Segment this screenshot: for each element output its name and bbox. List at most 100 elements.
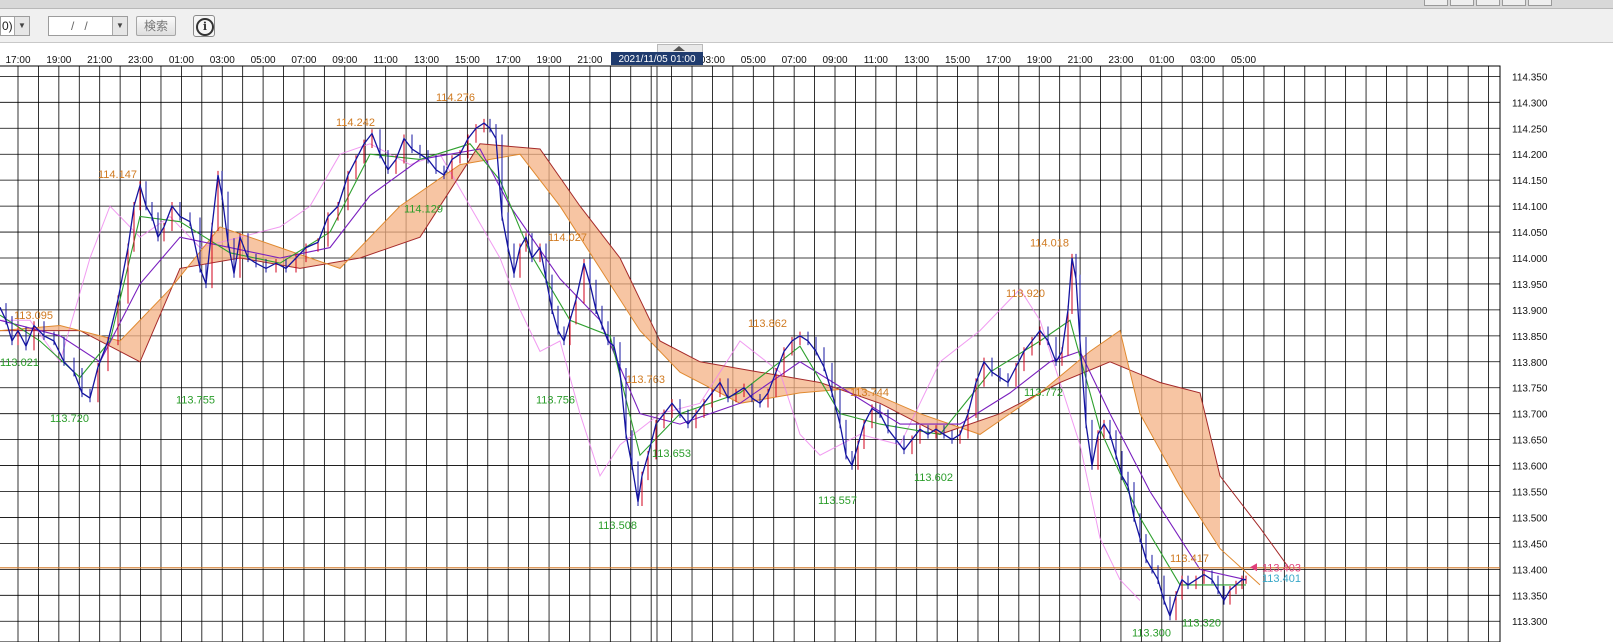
y-tick-label: 113.550 (1512, 488, 1548, 499)
x-tick-label: 19:00 (537, 55, 562, 66)
y-tick-label: 114.250 (1512, 124, 1548, 135)
price-line (0, 122, 1246, 619)
x-tick-label: 17:00 (496, 55, 521, 66)
annotation-high: 114.027 (548, 232, 587, 244)
annotation-low: 113.557 (818, 495, 857, 507)
x-tick-label: 13:00 (904, 55, 929, 66)
x-tick-label: 01:00 (169, 55, 194, 66)
y-tick-label: 113.350 (1512, 591, 1548, 602)
x-tick-label: 03:00 (700, 55, 725, 66)
y-tick-label: 114.200 (1512, 150, 1548, 161)
plot-frame (0, 65, 1501, 642)
annotation-last: 113.401 (1262, 573, 1301, 585)
y-tick-label: 113.700 (1512, 410, 1548, 421)
chevron-down-icon[interactable]: ▼ (14, 17, 29, 35)
annotation-low: 113.756 (536, 395, 575, 407)
annotation-low: 113.755 (176, 395, 215, 407)
chevron-up-icon (673, 46, 685, 51)
date-picker[interactable]: / / ▼ (48, 16, 128, 36)
y-tick-label: 113.800 (1512, 358, 1548, 369)
chikou-span-line (0, 143, 1141, 601)
annotation-high: 113.095 (14, 310, 53, 322)
crosshair-label: 2021/11/05 01:00 (618, 54, 696, 65)
y-tick-label: 114.300 (1512, 98, 1548, 109)
crosshair-label-bg (611, 52, 703, 65)
chart-grid (0, 65, 1501, 642)
annotation-last-marker: 113.403 (1262, 562, 1301, 574)
y-tick-label: 114.000 (1512, 254, 1548, 265)
annotation-low: 113.021 (0, 357, 39, 369)
x-tick-label: 05:00 (741, 55, 766, 66)
x-tick-label: 11:00 (374, 55, 399, 66)
annotation-low: 113.508 (598, 520, 637, 532)
y-tick-label: 113.600 (1512, 462, 1548, 473)
toolbar: 0) ▼ / / ▼ 検索 i (0, 9, 1613, 43)
x-tick-label: 11:00 (864, 55, 889, 66)
annotation-low: 113.720 (50, 413, 89, 425)
x-tick-label: 21:00 (1068, 55, 1093, 66)
x-tick-label: 01:00 (1149, 55, 1174, 66)
collapse-handle[interactable] (657, 44, 703, 53)
y-tick-label: 113.300 (1512, 617, 1548, 628)
y-tick-label: 113.950 (1512, 280, 1548, 291)
window-maximize-button[interactable] (1502, 0, 1526, 6)
annotation-low: 113.772 (1024, 387, 1063, 399)
annotation-low: 113.653 (652, 448, 691, 460)
annotation-high: 113.417 (1170, 553, 1209, 565)
y-tick-label: 114.350 (1512, 72, 1548, 83)
x-tick-label: 05:00 (251, 55, 276, 66)
y-tick-label: 113.400 (1512, 565, 1548, 576)
x-tick-label: 15:00 (455, 55, 480, 66)
date-picker-value: / / (71, 19, 88, 33)
annotation-high: 114.018 (1030, 237, 1069, 249)
y-tick-label: 113.850 (1512, 332, 1548, 343)
annotation-low: 113.300 (1132, 628, 1171, 640)
y-tick-label: 113.750 (1512, 384, 1548, 395)
annotation-high: 113.862 (748, 318, 787, 330)
y-tick-label: 113.650 (1512, 436, 1548, 447)
period-select[interactable]: 0) ▼ (0, 16, 30, 36)
x-tick-label: 09:00 (822, 55, 847, 66)
annotation-high: 113.920 (1006, 288, 1045, 300)
window-minimize-button[interactable] (1424, 0, 1448, 6)
window-close-button[interactable] (1528, 0, 1552, 6)
annotation-high: 114.147 (98, 169, 137, 181)
chevron-down-icon[interactable]: ▼ (112, 17, 127, 35)
annotation-high: 114.276 (436, 92, 475, 104)
x-tick-label: 17:00 (986, 55, 1011, 66)
window-top-strip (0, 0, 1613, 9)
x-tick-label: 15:00 (945, 55, 970, 66)
y-tick-label: 114.050 (1512, 228, 1548, 239)
x-tick-label: 19:00 (1027, 55, 1052, 66)
info-button[interactable]: i (193, 15, 215, 37)
window-restore-button[interactable] (1450, 0, 1474, 6)
period-select-value: 0) (2, 19, 13, 33)
y-tick-label: 114.150 (1512, 176, 1548, 187)
x-tick-label: 23:00 (1108, 55, 1133, 66)
senkou-span-a-line (0, 153, 1261, 586)
y-tick-label: 114.100 (1512, 202, 1548, 213)
x-tick-label: 23:00 (128, 55, 153, 66)
price-bars (0, 118, 1247, 621)
x-tick-label: 07:00 (291, 55, 316, 66)
window-tile-button[interactable] (1476, 0, 1500, 6)
kijun-sen-line (0, 148, 1247, 581)
x-tick-label: 21:00 (577, 55, 602, 66)
y-tick-label: 113.900 (1512, 306, 1548, 317)
y-tick-label: 113.450 (1512, 539, 1548, 550)
annotation-low: 113.602 (914, 472, 953, 484)
info-icon: i (196, 18, 214, 36)
annotation-high: 113.744 (850, 387, 889, 399)
x-tick-label: 05:00 (1231, 55, 1256, 66)
crosshair: 2021/11/05 01:00 (611, 52, 703, 642)
annotation-low: 113.320 (1182, 617, 1221, 629)
x-tick-label: 03:00 (210, 55, 235, 66)
y-axis: 114.350 114.300 114.250 114.200 114.150 114.1… (1512, 72, 1548, 628)
search-button[interactable]: 検索 (136, 16, 176, 36)
annotation-high: 114.242 (336, 117, 375, 129)
annotation-high: 113.763 (626, 374, 665, 386)
x-tick-label: 17:00 (5, 55, 30, 66)
chart[interactable]: 114.276 114.242 114.147 114.027 114.018 113.9… (0, 52, 1613, 642)
tenkan-sen-line (0, 143, 1246, 586)
x-tick-label: 03:00 (1190, 55, 1215, 66)
